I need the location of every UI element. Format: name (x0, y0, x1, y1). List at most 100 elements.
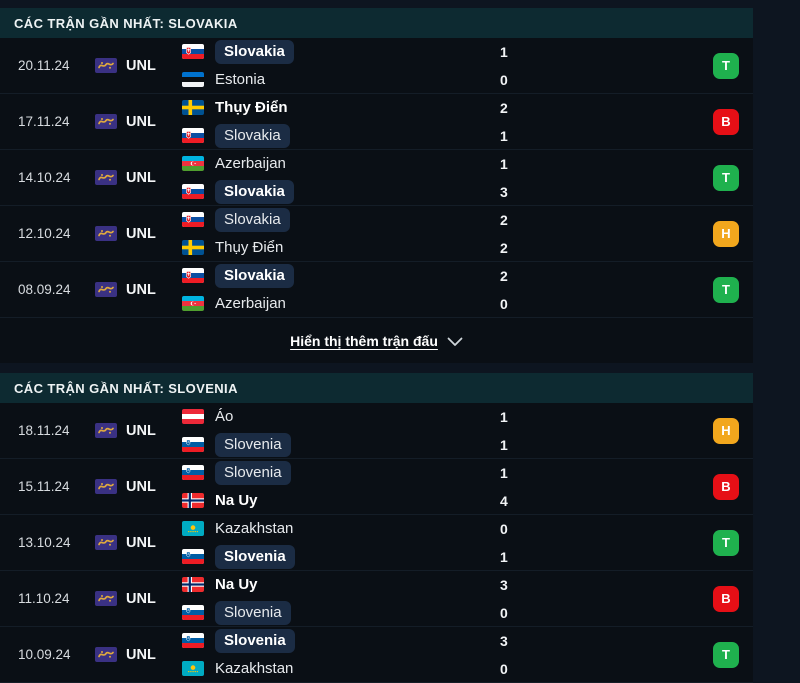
teams-cell: Na Uy Slovenia (182, 574, 500, 625)
result-cell: B (713, 473, 753, 500)
section-body: 20.11.24 UNL Slovakia Estonia 1 0 T 17.1… (0, 38, 753, 363)
competition-icon (95, 591, 117, 606)
score-away: 0 (500, 71, 508, 88)
match-date: 17.11.24 (18, 114, 70, 129)
team-name: Kazakhstan (215, 519, 294, 537)
competition-cell: UNL (95, 647, 182, 663)
team-flag-icon (182, 409, 204, 424)
score-away: 1 (500, 127, 508, 144)
team-flag-icon (182, 296, 204, 311)
team-name: Slovenia (215, 460, 291, 485)
team-name: Slovenia (215, 628, 295, 653)
team-flag-icon (182, 240, 204, 255)
match-row[interactable]: 14.10.24 UNL Azerbaijan Slovakia 1 3 T (0, 150, 753, 206)
match-row[interactable]: 13.10.24 UNL Kazakhstan Slovenia 0 1 T (0, 515, 753, 571)
competition-cell: UNL (95, 591, 182, 607)
result-badge: T (713, 52, 739, 79)
scores-cell: 1 0 (500, 41, 713, 91)
score-away: 3 (500, 183, 508, 200)
team-name: Slovenia (215, 600, 291, 625)
team-name: Slovakia (215, 263, 294, 288)
result-badge: B (713, 108, 739, 135)
match-row[interactable]: 11.10.24 UNL Na Uy Slovenia 3 0 B (0, 571, 753, 627)
scores-cell: 2 0 (500, 265, 713, 315)
team-flag-icon (182, 465, 204, 480)
competition-label: UNL (126, 478, 156, 495)
competition-icon (95, 535, 117, 550)
team-line: Slovenia (182, 544, 500, 569)
team-flag-icon (182, 268, 204, 283)
team-flag-icon (182, 72, 204, 87)
team-line: Slovenia (182, 460, 500, 485)
section-title: CÁC TRẬN GẦN NHẤT: SLOVAKIA (14, 15, 238, 31)
score-away: 2 (500, 239, 508, 256)
result-badge: B (713, 585, 739, 612)
team-name: Kazakhstan (215, 659, 294, 677)
result-badge: H (713, 220, 739, 247)
scores-cell: 0 1 (500, 518, 713, 568)
competition-cell: UNL (95, 282, 182, 298)
result-cell: T (713, 276, 753, 303)
team-line: Slovakia (182, 263, 500, 288)
match-date: 11.10.24 (18, 591, 70, 606)
teams-cell: Azerbaijan Slovakia (182, 153, 500, 204)
team-line: Estonia (182, 69, 500, 91)
team-line: Kazakhstan (182, 518, 500, 540)
result-badge: H (713, 417, 739, 444)
match-row[interactable]: 12.10.24 UNL Slovakia Thụy Điển 2 2 H (0, 206, 753, 262)
team-name: Estonia (215, 70, 266, 88)
score-home: 2 (500, 99, 508, 116)
result-cell: T (713, 641, 753, 668)
match-row[interactable]: 17.11.24 UNL Thụy Điển Slovakia 2 1 B (0, 94, 753, 150)
competition-cell: UNL (95, 114, 182, 130)
teams-cell: Kazakhstan Slovenia (182, 518, 500, 569)
competition-label: UNL (126, 225, 156, 242)
match-row[interactable]: 20.11.24 UNL Slovakia Estonia 1 0 T (0, 38, 753, 94)
match-date: 15.11.24 (18, 479, 70, 494)
match-history-widget: CÁC TRẬN GẦN NHẤT: SLOVAKIA 20.11.24 UNL… (0, 8, 753, 683)
team-name: Slovakia (215, 179, 294, 204)
result-badge: T (713, 641, 739, 668)
team-line: Thụy Điển (182, 97, 500, 119)
section-header: CÁC TRẬN GẦN NHẤT: SLOVENIA (0, 373, 753, 403)
show-more-link[interactable]: Hiển thị thêm trận đấu (290, 332, 438, 349)
competition-cell: UNL (95, 226, 182, 242)
match-date: 08.09.24 (18, 282, 71, 297)
competition-label: UNL (126, 590, 156, 607)
score-away: 0 (500, 295, 508, 312)
match-row[interactable]: 08.09.24 UNL Slovakia Azerbaijan 2 0 T (0, 262, 753, 318)
score-away: 1 (500, 436, 508, 453)
match-row[interactable]: 15.11.24 UNL Slovenia Na Uy 1 4 B (0, 459, 753, 515)
team-name: Azerbaijan (215, 154, 286, 172)
scores-cell: 2 1 (500, 97, 713, 147)
team-flag-icon (182, 521, 204, 536)
result-badge: B (713, 473, 739, 500)
team-flag-icon (182, 577, 204, 592)
matches-section: CÁC TRẬN GẦN NHẤT: SLOVENIA 18.11.24 UNL… (0, 373, 753, 683)
teams-cell: Slovakia Azerbaijan (182, 263, 500, 315)
score-home: 1 (500, 464, 508, 481)
section-body: 18.11.24 UNL Áo Slovenia 1 1 H 15.11.24 (0, 403, 753, 683)
show-more-bar: Hiển thị thêm trận đấu (0, 318, 753, 363)
result-cell: H (713, 417, 753, 444)
scores-cell: 3 0 (500, 630, 713, 680)
result-cell: T (713, 52, 753, 79)
team-flag-icon (182, 437, 204, 452)
score-home: 1 (500, 43, 508, 60)
competition-label: UNL (126, 281, 156, 298)
result-cell: B (713, 585, 753, 612)
score-home: 1 (500, 408, 508, 425)
team-flag-icon (182, 549, 204, 564)
competition-label: UNL (126, 534, 156, 551)
competition-cell: UNL (95, 170, 182, 186)
match-date: 14.10.24 (18, 170, 71, 185)
team-line: Slovenia (182, 600, 500, 625)
matches-section: CÁC TRẬN GẦN NHẤT: SLOVAKIA 20.11.24 UNL… (0, 8, 753, 363)
competition-label: UNL (126, 57, 156, 74)
score-away: 0 (500, 660, 508, 677)
result-cell: H (713, 220, 753, 247)
match-row[interactable]: 18.11.24 UNL Áo Slovenia 1 1 H (0, 403, 753, 459)
team-flag-icon (182, 44, 204, 59)
match-row[interactable]: 10.09.24 UNL Slovenia Kazakhstan 3 0 T (0, 627, 753, 683)
team-flag-icon (182, 184, 204, 199)
